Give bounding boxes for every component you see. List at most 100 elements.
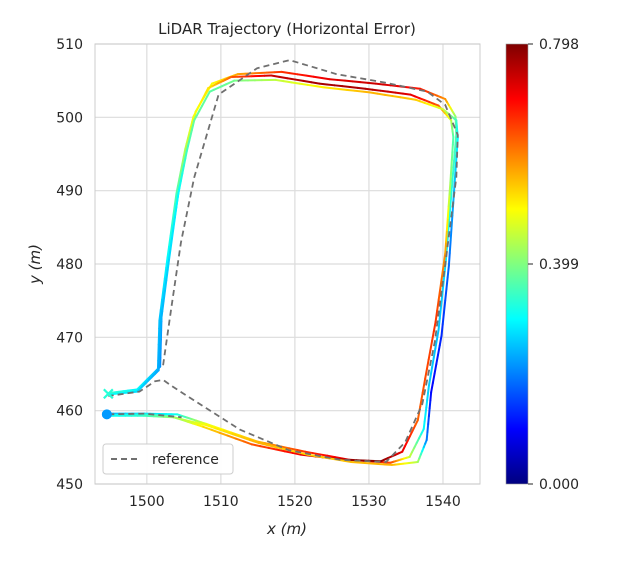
trajectory-3-segment [399, 96, 409, 100]
trajectory-1-segment [326, 454, 336, 459]
trajectory-3-segment [438, 334, 443, 347]
trajectory-3-segment [274, 78, 285, 83]
x-tick-label: 1510 [203, 494, 239, 510]
x-tick-label: 1500 [129, 494, 165, 510]
trajectory-3-segment [383, 93, 394, 98]
trajectory-2-segment [439, 275, 443, 289]
trajectory-2-segment [302, 79, 313, 84]
trajectory-3-segment [428, 399, 432, 410]
trajectory-3-segment [223, 430, 234, 436]
trajectory-1-segment [435, 329, 440, 341]
trajectory-2-segment [168, 235, 172, 248]
trajectory-1-segment [304, 450, 314, 455]
y-tick-label: 470 [56, 330, 83, 346]
trajectory-1-segment [450, 177, 454, 188]
trajectory-3-segment [445, 276, 449, 290]
trajectory-3-segment [182, 157, 187, 167]
trajectory-2-segment [419, 398, 423, 408]
colorbar-label-min: 0.000 [539, 477, 579, 493]
trajectory-1-segment [288, 72, 299, 76]
trajectory-3-segment [368, 91, 379, 95]
trajectory-1-segment [256, 440, 267, 445]
colorbar-ticks: 0.798 0.399 0.000 [528, 37, 579, 493]
trajectory-3-segment [172, 216, 176, 229]
trajectory-1-segment [333, 456, 344, 460]
trajectory-1-segment [453, 142, 457, 153]
x-tick-label: 1540 [425, 494, 461, 510]
y-tick-label: 460 [56, 404, 83, 420]
marker-layer [101, 388, 114, 420]
trajectory-3-segment [435, 353, 440, 366]
trajectory-2-segment [181, 155, 185, 165]
y-tick-label: 500 [56, 110, 83, 126]
trajectory-1-segment [424, 406, 428, 416]
trajectory-2-segment [364, 87, 374, 91]
trajectory-3-segment [205, 424, 217, 430]
trajectory-2-segment [286, 77, 297, 81]
x-tick-label: 1520 [277, 494, 313, 510]
trajectory-2-segment [165, 256, 169, 269]
trajectory-1-segment [449, 186, 453, 201]
y-tick-label: 480 [56, 257, 83, 273]
trajectory-1-segment [264, 442, 275, 446]
colorbar-label-mid: 0.399 [539, 257, 579, 273]
trajectory-2-segment [325, 83, 336, 87]
trajectory-2-segment [169, 224, 173, 238]
trajectory-2-segment [171, 213, 175, 227]
trajectory-3-segment [406, 97, 417, 101]
trajectory-1-segment [382, 83, 392, 87]
y-tick-label: 510 [56, 37, 83, 53]
trajectory-1-segment [351, 80, 362, 84]
trajectory-2-segment [394, 91, 404, 95]
trajectory-2-segment [210, 428, 221, 434]
trajectory-3-segment [426, 423, 430, 434]
trajectory-2-segment [202, 425, 213, 431]
trajectory-1-segment [366, 81, 377, 85]
trajectory-3-segment [181, 164, 185, 175]
trajectory-2-segment [444, 240, 448, 255]
trajectory-3-segment [437, 344, 441, 356]
trajectory-3-segment [159, 310, 164, 323]
start-marker [101, 409, 112, 420]
trajectory-2-segment [175, 185, 179, 195]
trajectory-3-segment [265, 443, 276, 448]
trajectory-2-segment [218, 431, 229, 437]
trajectory-3-segment [433, 363, 438, 375]
trajectory-1-segment [213, 425, 225, 431]
trajectory-2-segment [278, 75, 289, 80]
trajectory-2-segment [166, 245, 171, 259]
trajectory-3-segment [376, 92, 386, 96]
trajectory-2-segment [162, 277, 166, 290]
trajectory-3-segment [444, 287, 448, 302]
trajectory-1-segment [374, 82, 385, 86]
plot-frame [94, 43, 481, 485]
trajectory-1-segment [319, 453, 329, 457]
trajectory-3-segment [448, 239, 452, 254]
trajectory-2-segment [440, 264, 445, 278]
trajectory-1-segment [304, 74, 315, 78]
trajectory-2-segment [445, 229, 448, 243]
trajectory-2-segment [250, 443, 262, 448]
trajectory-3-segment [342, 459, 353, 463]
trajectory-2-segment [431, 330, 435, 342]
trajectory-2-segment [445, 217, 449, 232]
y-tick-label: 450 [56, 477, 83, 493]
trajectory-1-segment [431, 356, 435, 369]
trajectory-3-segment [290, 81, 301, 85]
trajectory-3-segment [175, 194, 179, 208]
trajectory-3-segment [427, 407, 431, 418]
trajectory-1-segment [451, 168, 455, 180]
end-marker-stroke [103, 388, 114, 400]
trajectory-3-segment [442, 299, 447, 314]
end-marker [103, 388, 114, 400]
trajectory-3-segment [425, 431, 429, 441]
trajectory-2-segment [178, 170, 182, 180]
legend: reference [102, 443, 234, 475]
trajectory-1-segment [438, 305, 443, 320]
trajectory-2-segment [294, 78, 305, 82]
trajectory-2-segment [172, 203, 176, 216]
trajectory-1-segment [447, 210, 451, 225]
trajectory-3-segment [161, 300, 165, 313]
trajectory-2-segment [275, 448, 286, 453]
